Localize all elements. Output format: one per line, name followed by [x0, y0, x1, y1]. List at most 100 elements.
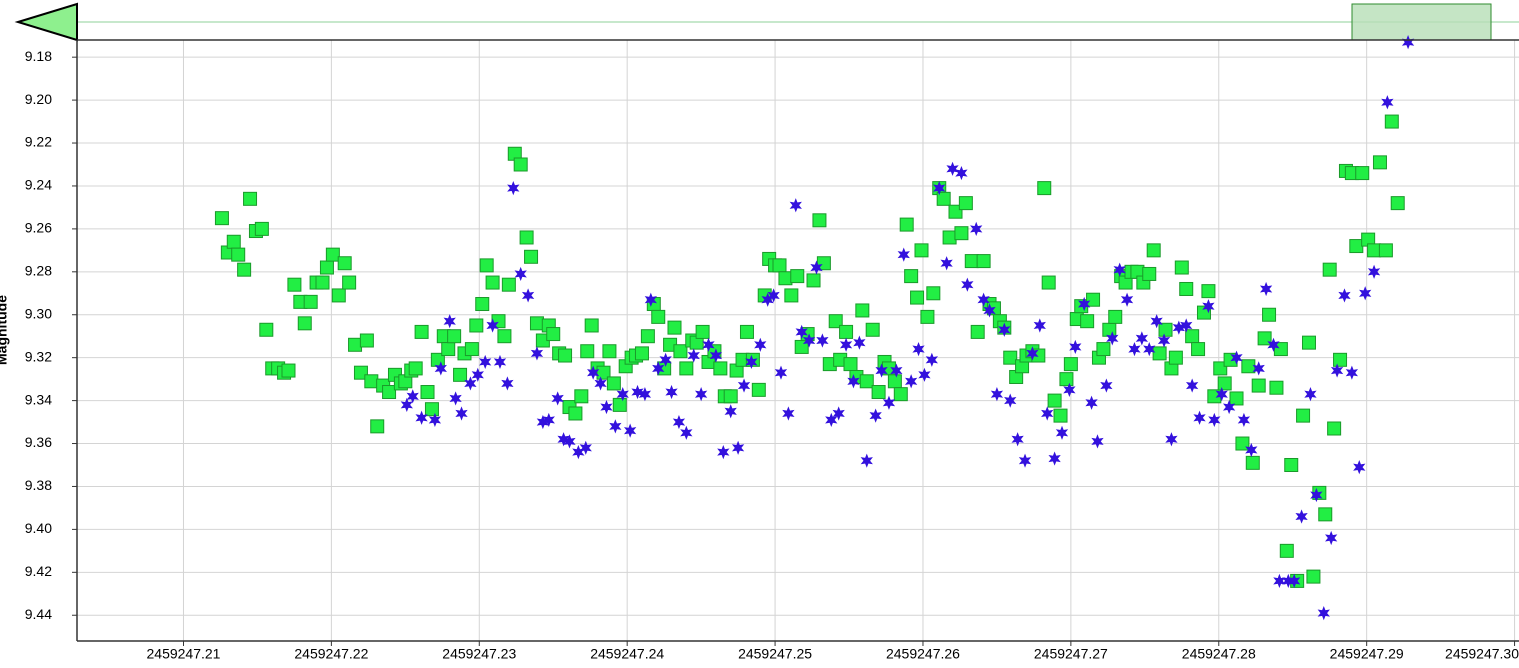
data-point — [464, 342, 479, 357]
data-point — [1142, 266, 1157, 281]
data-point — [640, 329, 655, 344]
data-point — [214, 211, 229, 226]
plot-marks — [214, 35, 1415, 621]
data-point — [1384, 114, 1399, 129]
x-tick-label: 2459247.24 — [590, 646, 664, 662]
data-point — [237, 262, 252, 277]
data-point — [342, 275, 357, 290]
data-point — [464, 376, 477, 391]
data-point — [667, 320, 682, 335]
navigator-arrow[interactable] — [14, 2, 78, 42]
data-point — [1252, 361, 1265, 376]
data-point — [865, 322, 880, 337]
data-point — [802, 333, 816, 348]
data-point — [970, 324, 985, 339]
data-point — [479, 258, 494, 273]
data-point — [428, 412, 442, 428]
data-point — [724, 404, 737, 419]
data-point — [887, 374, 902, 389]
data-point — [469, 318, 484, 333]
data-point — [501, 277, 516, 292]
data-point — [1100, 378, 1113, 393]
data-point — [717, 445, 730, 460]
data-point — [680, 425, 693, 440]
data-point — [1080, 314, 1095, 329]
data-point — [226, 234, 241, 249]
data-point — [612, 397, 627, 412]
y-tick-label: 9.34 — [25, 391, 52, 407]
grid — [77, 40, 1519, 641]
x-tick-label: 2459247.28 — [1182, 646, 1256, 662]
data-point — [485, 275, 500, 290]
data-point — [574, 389, 589, 404]
data-point — [687, 348, 700, 363]
data-point — [961, 277, 974, 292]
data-point — [1055, 425, 1069, 440]
data-point — [914, 243, 929, 258]
data-point — [1086, 292, 1101, 307]
data-point — [1011, 432, 1024, 447]
data-point — [1018, 453, 1032, 468]
data-point — [644, 292, 657, 307]
y-tick-label: 9.30 — [25, 305, 52, 321]
data-point — [1349, 239, 1364, 254]
data-point — [1041, 275, 1056, 290]
data-point — [893, 387, 908, 402]
data-point — [568, 406, 583, 421]
data-point — [1152, 346, 1167, 361]
data-point — [751, 382, 766, 397]
data-point — [673, 344, 688, 359]
data-point — [1317, 606, 1330, 621]
y-tick-label: 9.26 — [25, 220, 52, 236]
data-point — [853, 335, 866, 350]
data-point — [594, 376, 607, 391]
y-tick-label: 9.20 — [25, 91, 52, 107]
data-point — [337, 256, 352, 271]
data-point — [443, 314, 456, 329]
data-point — [584, 318, 599, 333]
data-point — [1288, 573, 1301, 588]
data-point — [899, 217, 914, 232]
data-point — [408, 361, 423, 376]
data-point — [1063, 382, 1076, 397]
data-point — [507, 181, 520, 196]
data-point — [904, 269, 919, 284]
data-point — [1322, 262, 1337, 277]
data-point — [1330, 363, 1344, 378]
data-point — [303, 294, 318, 309]
data-point — [254, 221, 269, 236]
data-point — [231, 247, 246, 262]
data-point — [1053, 408, 1068, 423]
data-point — [925, 352, 938, 367]
data-point — [434, 361, 447, 376]
data-point — [816, 333, 829, 348]
data-point — [287, 277, 302, 292]
data-point — [795, 324, 808, 340]
data-point — [638, 387, 652, 402]
data-point — [1041, 406, 1054, 421]
data-point — [731, 440, 745, 455]
data-point — [370, 419, 385, 434]
data-point — [695, 324, 710, 339]
data-point — [529, 316, 544, 331]
data-point — [1267, 337, 1280, 352]
data-point — [784, 288, 799, 303]
navigator-window[interactable] — [1351, 3, 1492, 41]
data-point — [1325, 530, 1338, 546]
data-point — [1165, 432, 1178, 447]
data-point — [789, 198, 802, 213]
data-point — [839, 324, 854, 339]
data-point — [331, 288, 346, 303]
data-point — [1304, 387, 1317, 402]
data-point — [843, 357, 858, 372]
data-point — [530, 346, 544, 361]
data-point — [1069, 339, 1082, 355]
data-point — [1306, 569, 1321, 584]
data-point — [897, 247, 910, 262]
data-point — [1096, 342, 1111, 357]
data-point — [1338, 288, 1351, 303]
x-tick-label: 2459247.21 — [147, 646, 221, 662]
data-point — [1390, 196, 1405, 211]
